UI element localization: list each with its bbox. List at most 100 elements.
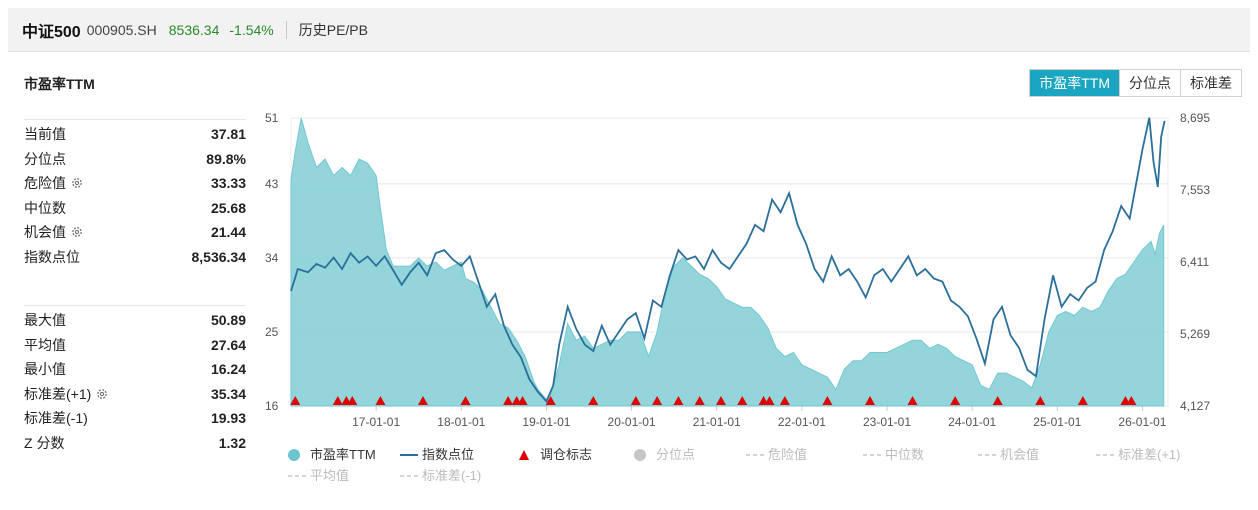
stat-label: 当前值 <box>24 126 66 143</box>
legend-swatch[interactable] <box>634 449 646 461</box>
stat-label: 中位数 <box>24 199 66 216</box>
y-right-tick-label: 8,695 <box>1180 111 1210 125</box>
y-left-tick-label: 34 <box>265 251 279 265</box>
stat-value: 21.44 <box>210 224 246 241</box>
index-code: 000905.SH <box>86 21 157 38</box>
stat-label: 指数点位 <box>24 248 80 265</box>
rebalance-marker[interactable] <box>630 396 641 405</box>
gear-icon[interactable] <box>71 226 83 238</box>
x-tick-label: 25-01-01 <box>1033 415 1081 429</box>
legend-swatch[interactable] <box>519 450 529 460</box>
legend-item-label[interactable]: 标准差(-1) <box>422 468 481 483</box>
rebalance-marker[interactable] <box>652 396 663 405</box>
x-tick-label: 24-01-01 <box>948 415 996 429</box>
index-name: 中证500 <box>22 23 81 41</box>
stat-label-wrap: 危险值 <box>24 173 83 193</box>
stat-row-opportunity: 机会值 21.44 <box>24 220 246 245</box>
rebalance-marker[interactable] <box>503 396 514 405</box>
y-left-tick-label: 25 <box>265 325 279 339</box>
rebalance-marker[interactable] <box>588 396 599 405</box>
stat-label: 分位点 <box>24 150 66 167</box>
rebalance-marker[interactable] <box>347 396 358 405</box>
legend-item-label[interactable]: 指数点位 <box>422 447 474 462</box>
index-change: -1.54% <box>229 21 274 38</box>
rebalance-marker[interactable] <box>673 396 684 405</box>
stat-value: 37.81 <box>210 126 246 143</box>
stat-row-std-minus: 标准差(-1) 19.93 <box>24 406 246 431</box>
stat-value: 1.32 <box>218 434 246 451</box>
x-tick-label: 20-01-01 <box>608 415 656 429</box>
legend-item-label[interactable]: 调仓标志 <box>540 447 592 462</box>
x-tick-label: 18-01-01 <box>437 415 485 429</box>
stat-value: 25.68 <box>210 199 246 216</box>
metric-tabs: 市盈率TTM 分位点 标准差 <box>1029 69 1242 97</box>
stat-label: 最小值 <box>24 361 66 378</box>
stat-row-percentile: 分位点 89.8% <box>24 147 246 172</box>
rebalance-marker[interactable] <box>290 396 301 405</box>
index-price: 8536.34 <box>168 21 220 38</box>
stat-row-median: 中位数 25.68 <box>24 196 246 221</box>
y-right-tick-label: 6,411 <box>1180 255 1209 269</box>
index-header: 中证500 000905.SH 8536.34 -1.54% 历史PE/PB <box>8 8 1250 52</box>
rebalance-marker[interactable] <box>907 396 918 405</box>
rebalance-marker[interactable] <box>545 396 556 405</box>
rebalance-marker[interactable] <box>460 396 471 405</box>
series-pe-ttm-area[interactable] <box>290 117 1165 407</box>
stats-panel-history: 最大值 50.89 平均值 27.64 最小值 16.24 标准差(+1) 35… <box>24 305 246 455</box>
series-index-line[interactable] <box>290 117 1166 404</box>
legend-item-label[interactable]: 危险值 <box>768 447 807 462</box>
rebalance-marker[interactable] <box>764 396 775 405</box>
stat-label: 最大值 <box>24 312 66 329</box>
legend-swatch[interactable] <box>288 449 300 461</box>
legend-item-label[interactable]: 市盈率TTM <box>310 447 376 462</box>
rebalance-marker[interactable] <box>779 396 790 405</box>
pe-index-chart[interactable]: 16 25 34 43 51 4,127 5,269 6,411 7,553 8,695 17-01… <box>8 53 1250 505</box>
stat-value: 33.33 <box>210 175 246 192</box>
x-tick-label: 26-01-01 <box>1118 415 1166 429</box>
stat-row-z-score: Z 分数 1.32 <box>24 431 246 456</box>
section-title: 市盈率TTM <box>24 76 95 92</box>
rebalance-marker[interactable] <box>375 396 386 405</box>
rebalance-marker[interactable] <box>950 396 961 405</box>
rebalance-marker[interactable] <box>992 396 1003 405</box>
rebalance-marker[interactable] <box>864 396 875 405</box>
stat-label: 机会值 <box>24 224 66 241</box>
stat-value: 50.89 <box>210 312 246 329</box>
stat-label-wrap: 标准差(+1) <box>24 384 108 404</box>
x-tick-label: 22-01-01 <box>778 415 826 429</box>
rebalance-marker[interactable] <box>332 396 343 405</box>
stat-label: 标准差(+1) <box>24 385 92 402</box>
stat-value: 35.34 <box>210 385 246 402</box>
rebalance-marker[interactable] <box>1126 396 1137 405</box>
y-left-tick-label: 43 <box>265 177 279 191</box>
x-tick-label: 21-01-01 <box>693 415 741 429</box>
x-tick-label: 23-01-01 <box>863 415 911 429</box>
stat-value: 8,536.34 <box>191 248 247 265</box>
legend-item-label[interactable]: 平均值 <box>310 468 349 483</box>
stat-label-wrap: 机会值 <box>24 222 83 242</box>
y-right-tick-label: 7,553 <box>1180 183 1210 197</box>
stat-row-mean: 平均值 27.64 <box>24 333 246 358</box>
gear-icon[interactable] <box>71 177 83 189</box>
rebalance-marker[interactable] <box>715 396 726 405</box>
tab-pe-ttm[interactable]: 市盈率TTM <box>1030 70 1119 96</box>
rebalance-marker[interactable] <box>737 396 748 405</box>
gear-icon[interactable] <box>96 388 108 400</box>
tab-std-dev[interactable]: 标准差 <box>1180 70 1241 96</box>
stat-value: 27.64 <box>210 336 246 353</box>
tab-percentile[interactable]: 分位点 <box>1119 70 1180 96</box>
legend-item-label[interactable]: 机会值 <box>1000 447 1039 462</box>
rebalance-marker[interactable] <box>1077 396 1088 405</box>
y-right-tick-label: 5,269 <box>1180 327 1210 341</box>
rebalance-marker[interactable] <box>694 396 705 405</box>
rebalance-marker[interactable] <box>822 396 833 405</box>
rebalance-marker[interactable] <box>517 396 528 405</box>
rebalance-marker[interactable] <box>1035 396 1046 405</box>
rebalance-marker[interactable] <box>417 396 428 405</box>
legend-item-label[interactable]: 标准差(+1) <box>1118 447 1180 462</box>
legend-item-label[interactable]: 中位数 <box>885 447 924 462</box>
stat-value: 19.93 <box>210 410 246 427</box>
legend-item-label[interactable]: 分位点 <box>656 447 695 462</box>
page-subtitle[interactable]: 历史PE/PB <box>298 21 368 38</box>
header-divider <box>285 20 287 39</box>
